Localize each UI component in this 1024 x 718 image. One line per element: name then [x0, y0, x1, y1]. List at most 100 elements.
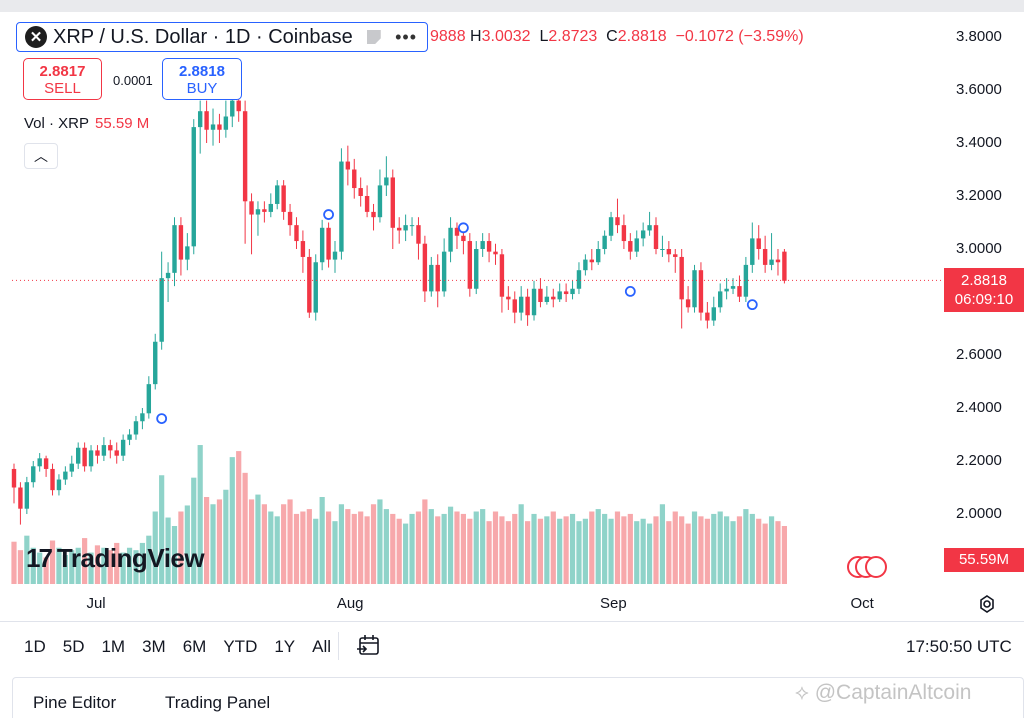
candle-body [525, 296, 530, 316]
volume-bar [88, 552, 94, 584]
collapse-legend-button[interactable]: ︿ [24, 143, 58, 169]
candle-body [602, 235, 607, 249]
candle-body [762, 249, 768, 265]
candle-body [531, 288, 537, 316]
timeframe-1d[interactable]: 1D [24, 637, 46, 656]
volume-bar [24, 535, 30, 584]
candle-body [486, 241, 492, 252]
candle-body [441, 251, 447, 292]
timeframe-3m[interactable]: 3M [142, 637, 166, 656]
volume-bar [595, 509, 601, 584]
volume-bar [332, 521, 338, 584]
volume-bar [325, 511, 332, 584]
candle-body [146, 384, 152, 414]
calendar-goto-icon[interactable] [356, 633, 382, 659]
timeframe-1y[interactable]: 1Y [274, 637, 296, 656]
timeframe-1m[interactable]: 1M [101, 637, 126, 656]
volume-bar [711, 513, 717, 584]
volume-bar [518, 504, 524, 584]
volume-bar [685, 523, 691, 584]
volume-bar [139, 542, 145, 584]
volume-bar [210, 504, 216, 584]
volume-bar [544, 516, 550, 584]
volume-bar [171, 526, 178, 584]
volume-bar [403, 523, 409, 584]
candle-body [95, 450, 100, 456]
timeframe-ytd[interactable]: YTD [223, 637, 258, 656]
high-label: H [470, 28, 482, 45]
more-icon[interactable]: ••• [395, 26, 417, 47]
y-tick-label: 3.8000 [956, 28, 1002, 45]
open-value: 9888 [430, 28, 466, 45]
candle-body [223, 116, 229, 130]
candle-body [557, 291, 562, 300]
volume-bar [274, 516, 280, 584]
us-flag-icon [865, 556, 887, 578]
candle-body [172, 225, 177, 273]
volume-bar [704, 518, 710, 584]
candle-body [294, 225, 299, 242]
candle-body [82, 447, 87, 467]
volume-bar [319, 497, 325, 584]
volume-bar [550, 511, 556, 584]
candle-body [698, 270, 704, 313]
tab-pine-editor[interactable]: Pine Editor [33, 693, 117, 712]
volume-bar [293, 513, 300, 584]
chart-settings-icon[interactable] [977, 594, 997, 614]
x-tick-label: Sep [600, 595, 627, 612]
candle-body [422, 243, 428, 292]
candle-body [506, 296, 511, 300]
close-label: C [606, 28, 618, 45]
flag-icon[interactable] [366, 30, 381, 44]
volume-bar [627, 513, 633, 584]
volume-bar [287, 499, 293, 584]
volume-bar [480, 509, 486, 584]
candle-body [108, 445, 113, 451]
window-top-bar [0, 0, 1024, 12]
volume-bar [306, 509, 312, 584]
utc-clock[interactable]: 17:50:50 UTC [906, 637, 1012, 656]
candle-body [307, 256, 312, 313]
candle-body [287, 211, 293, 226]
volume-bar [338, 504, 345, 584]
last-price-tag: 2.8818 06:09:10 [944, 268, 1024, 312]
candle-body [596, 249, 601, 263]
candle-body [499, 254, 505, 297]
volume-bar [768, 516, 775, 584]
volume-bar [666, 521, 672, 584]
volume-bar [691, 511, 698, 584]
candle-body [43, 458, 49, 469]
volume-bar [377, 499, 383, 584]
candle-body [718, 291, 723, 308]
candle-body [255, 209, 261, 215]
timeframe-5d[interactable]: 5D [62, 637, 85, 656]
candle-body [435, 264, 440, 292]
candle-body [114, 450, 119, 456]
timeframe-all[interactable]: All [312, 637, 332, 656]
candle-body [628, 241, 633, 252]
volume-label: Vol · XRP [24, 115, 90, 132]
y-tick-label: 2.6000 [956, 346, 1002, 363]
candle-body [76, 447, 81, 464]
volume-bar [672, 511, 678, 584]
sell-button[interactable]: 2.8817 SELL [23, 58, 102, 100]
tab-trading-panel[interactable]: Trading Panel [165, 693, 271, 712]
buy-button[interactable]: 2.8818 BUY [162, 58, 242, 100]
bottom-panel [12, 677, 1024, 718]
candle-body [127, 434, 132, 440]
volume-bar [743, 509, 749, 584]
volume-bar [576, 521, 582, 584]
candle-body [461, 235, 466, 242]
volume-bar [441, 513, 447, 584]
volume-bar [56, 547, 62, 584]
candle-body [56, 479, 62, 491]
volume-bar [62, 555, 68, 584]
candle-body [705, 312, 710, 321]
volume-bar [255, 494, 261, 584]
timeframe-6m[interactable]: 6M [182, 637, 207, 656]
volume-bar [749, 513, 755, 584]
volume-bar [608, 518, 614, 584]
symbol-header[interactable]: ✕ XRP / U.S. Dollar · 1D · Coinbase ••• [16, 22, 428, 52]
volume-bar [191, 477, 197, 584]
